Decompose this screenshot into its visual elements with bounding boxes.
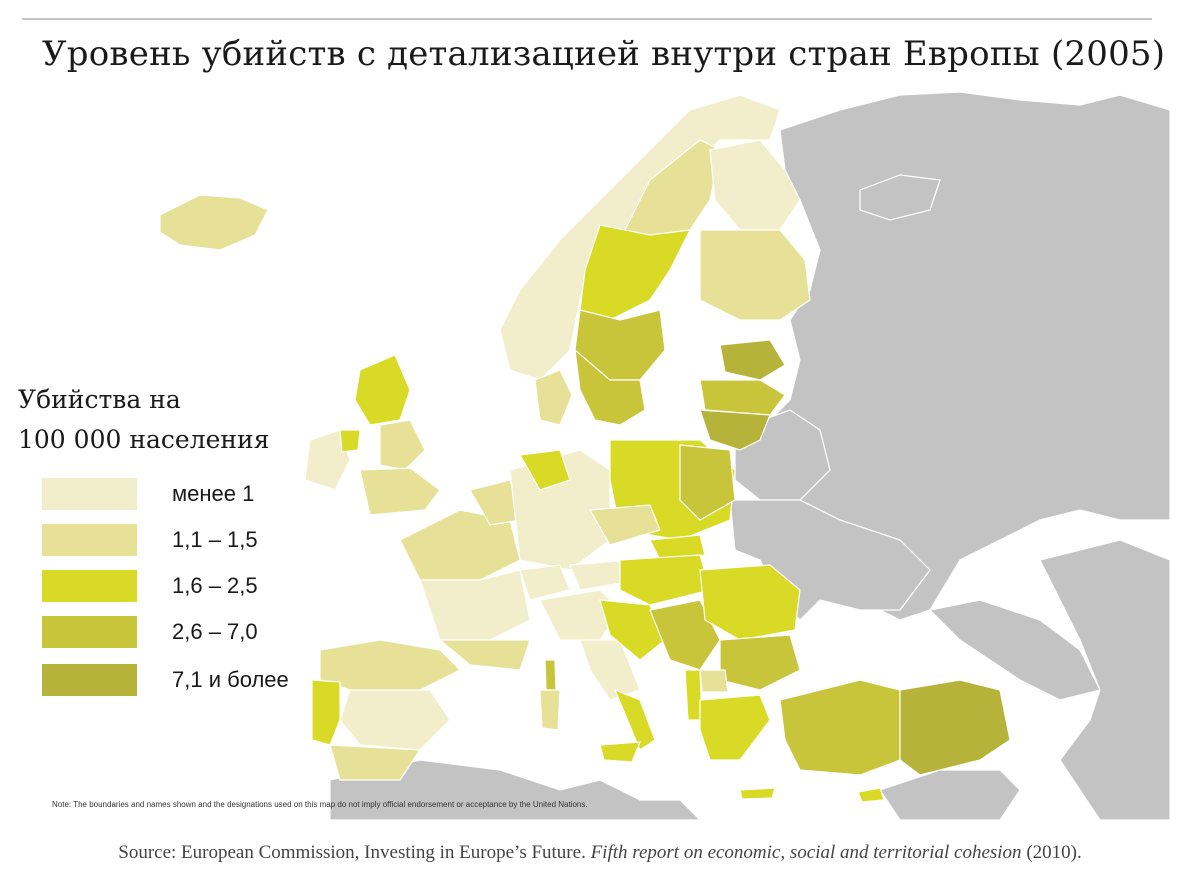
russia-region <box>759 91 1170 621</box>
region-sardinia <box>539 689 561 731</box>
legend-label: 2,6 – 7,0 <box>172 619 258 644</box>
region-scotland <box>354 354 411 426</box>
legend-swatch <box>42 524 137 556</box>
legend-item: 1,1 – 1,5 <box>42 524 258 556</box>
north-russia-islands <box>859 174 941 221</box>
middle-east-region <box>879 769 1021 820</box>
region-romania <box>699 564 801 641</box>
region-norway <box>499 94 781 381</box>
source-italic: Fifth report on economic, social and ter… <box>590 842 1022 863</box>
caucasus-region <box>928 599 1101 701</box>
region-ireland <box>304 429 351 491</box>
source-citation: Source: European Commission, Investing i… <box>0 842 1200 864</box>
region-finland-north <box>709 139 801 231</box>
region-spain-north <box>319 639 462 691</box>
north-africa-region <box>329 759 701 820</box>
top-rule <box>22 18 1152 20</box>
region-france-center <box>419 569 531 641</box>
legend-swatch <box>42 616 137 648</box>
legend-title-line2: 100 000 населения <box>18 425 270 454</box>
region-czechia <box>589 504 661 546</box>
region-bulgaria <box>719 634 801 691</box>
region-denmark <box>534 369 573 426</box>
legend-label: менее 1 <box>172 481 255 506</box>
region-portugal <box>311 679 341 746</box>
region-england-north <box>379 419 426 471</box>
region-italy-south <box>613 688 656 751</box>
region-germany-east <box>519 449 571 491</box>
legend-swatch <box>42 478 137 510</box>
region-turkey-west <box>779 679 901 776</box>
region-serbia-bosnia <box>649 599 721 671</box>
region-england-south <box>359 467 441 516</box>
no-data-land <box>329 91 1170 820</box>
region-slovenia-croatia <box>599 599 666 661</box>
region-estonia <box>719 339 786 381</box>
legend-title-line1: Убийства на <box>18 385 181 414</box>
region-finland-south <box>699 229 811 321</box>
legend-item: менее 1 <box>42 478 254 510</box>
region-lithuania <box>699 409 771 451</box>
region-hungary <box>619 554 711 606</box>
region-greece <box>699 694 771 761</box>
region-corsica <box>544 659 557 691</box>
legend-title: Убийства на 100 000 населения <box>18 380 269 460</box>
legend-swatch <box>42 664 137 696</box>
region-macedonia <box>699 669 729 693</box>
region-spain-south <box>329 744 422 781</box>
region-latvia <box>699 379 786 416</box>
region-france-south <box>438 639 531 671</box>
legend-swatch <box>42 570 137 602</box>
map-title: Уровень убийств с детализацией внутри ст… <box>42 34 1166 74</box>
region-spain-central <box>339 689 451 751</box>
europe-map <box>159 91 1170 820</box>
region-iceland <box>159 194 269 251</box>
region-poland-east <box>679 444 736 521</box>
legend-item: 1,6 – 2,5 <box>42 570 258 602</box>
data-regions <box>159 94 1011 803</box>
legend-label: 1,1 – 1,5 <box>172 527 258 552</box>
region-cyprus <box>857 787 885 803</box>
region-sweden-north <box>579 224 692 321</box>
source-suffix: (2010). <box>1026 842 1082 863</box>
map-note: Note: The boundaries and names shown and… <box>52 800 588 809</box>
region-sweden-south <box>574 348 646 426</box>
region-crete <box>739 787 776 800</box>
legend-item: 2,6 – 7,0 <box>42 616 258 648</box>
region-slovakia <box>649 534 706 561</box>
source-prefix: Source: European Commission, Investing i… <box>118 842 586 863</box>
region-turkey-east <box>899 679 1011 776</box>
legend-item: 7,1 и более <box>42 664 289 696</box>
legend-label: 7,1 и более <box>172 667 289 692</box>
east-region <box>1039 539 1170 820</box>
region-switzerland <box>519 564 571 601</box>
region-northern-ireland <box>339 429 361 453</box>
legend-label: 1,6 – 2,5 <box>172 573 258 598</box>
region-sicily <box>599 741 641 763</box>
